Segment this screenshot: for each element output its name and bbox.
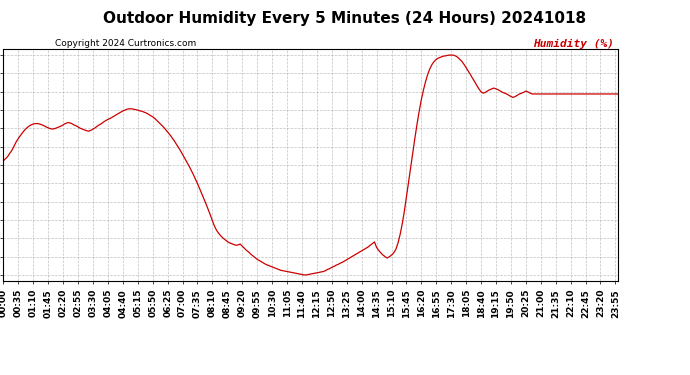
- Text: Outdoor Humidity Every 5 Minutes (24 Hours) 20241018: Outdoor Humidity Every 5 Minutes (24 Hou…: [104, 11, 586, 26]
- Text: Copyright 2024 Curtronics.com: Copyright 2024 Curtronics.com: [55, 39, 197, 48]
- Text: Humidity (%): Humidity (%): [533, 39, 614, 50]
